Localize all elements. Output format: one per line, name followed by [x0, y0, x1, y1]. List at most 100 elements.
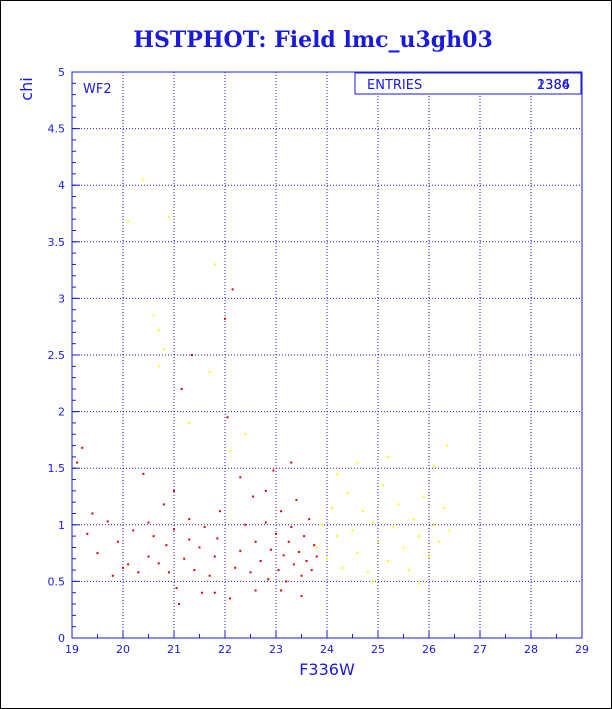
yellow-data-point: [341, 566, 344, 569]
red-data-point: [239, 476, 242, 479]
yellow-data-point: [188, 421, 191, 424]
yellow-data-point: [157, 365, 160, 368]
y-tick-label: 2: [58, 406, 65, 419]
red-data-point: [193, 569, 196, 572]
red-data-point: [267, 578, 270, 581]
x-tick-label: 25: [371, 643, 385, 656]
red-data-point: [183, 557, 186, 560]
x-tick-label: 20: [116, 643, 130, 656]
x-tick-label: 27: [473, 643, 487, 656]
chart-title: HSTPHOT: Field lmc_u3gh03: [133, 27, 493, 53]
red-data-point: [231, 288, 234, 291]
red-data-point: [175, 587, 178, 590]
red-data-point: [147, 521, 150, 524]
yellow-data-point: [428, 555, 430, 558]
red-data-point: [203, 526, 206, 529]
red-data-point: [142, 472, 145, 475]
stats-box-value-2: 1384: [537, 78, 570, 93]
yellow-data-point: [422, 495, 425, 498]
red-data-point: [292, 563, 295, 566]
red-data-point: [224, 317, 226, 320]
red-data-point: [111, 574, 114, 577]
red-data-point: [264, 489, 267, 492]
red-data-point: [295, 498, 298, 501]
red-data-point: [308, 518, 311, 521]
stats-box-value-1: 2386: [537, 78, 570, 93]
yellow-data-point: [387, 560, 390, 563]
y-tick-label: 3: [58, 292, 65, 305]
red-data-point: [244, 523, 247, 526]
y-tick-label: 1: [58, 519, 65, 532]
red-data-point: [162, 503, 165, 506]
yellow-data-point: [167, 215, 170, 218]
yellow-data-point: [326, 557, 328, 560]
yellow-data-point: [157, 329, 160, 332]
red-data-point: [216, 537, 219, 540]
stats-box-border: [354, 72, 582, 95]
red-data-point: [272, 469, 275, 472]
red-data-point: [198, 546, 201, 549]
red-data-point: [157, 562, 160, 565]
yellow-data-point: [412, 518, 415, 521]
red-data-point: [218, 510, 221, 513]
red-data-point: [280, 510, 283, 513]
red-data-point: [254, 540, 257, 543]
red-data-point: [96, 552, 99, 555]
red-data-point: [106, 520, 109, 523]
yellow-data-point: [351, 529, 354, 532]
yellow-data-point: [438, 540, 441, 543]
yellow-data-point: [407, 569, 410, 572]
red-data-point: [239, 549, 242, 552]
red-data-point: [252, 495, 255, 498]
x-axis-ticks: 19 20 21 22 23 24 25 26 27 28 29: [65, 630, 589, 656]
scatter-points: [76, 178, 451, 606]
stats-box-label: ENTRIES: [367, 78, 422, 93]
stats-box: ENTRIES 2386 1384: [354, 72, 582, 95]
yellow-data-point: [397, 503, 400, 506]
red-data-point: [287, 540, 290, 543]
red-data-point: [277, 569, 280, 572]
yellow-data-point: [331, 506, 334, 509]
red-data-point: [300, 595, 303, 598]
red-data-point: [285, 580, 288, 583]
yellow-data-point: [382, 484, 385, 487]
y-tick-label: 0.5: [48, 575, 66, 588]
yellow-data-point: [346, 492, 349, 495]
red-data-point: [132, 529, 135, 532]
yellow-data-point: [336, 535, 339, 538]
yellow-data-point: [361, 510, 364, 513]
x-tick-label: 23: [269, 643, 283, 656]
yellow-data-point: [229, 450, 232, 453]
yellow-data-point: [127, 220, 130, 223]
x-tick-label: 24: [320, 643, 334, 656]
red-data-point: [180, 387, 183, 390]
red-data-point: [213, 591, 216, 594]
red-data-point: [213, 555, 216, 558]
red-data-point: [167, 571, 170, 574]
yellow-data-point: [142, 178, 145, 181]
red-data-point: [173, 489, 175, 492]
red-data-point: [147, 555, 150, 558]
red-data-point: [282, 554, 285, 557]
yellow-data-point: [336, 472, 339, 475]
red-data-point: [259, 560, 262, 563]
x-axis-label: F336W: [299, 660, 355, 679]
yellow-data-point: [448, 529, 451, 532]
red-data-point: [91, 512, 94, 515]
x-tick-label: 29: [575, 643, 589, 656]
red-data-point: [81, 446, 84, 449]
red-data-point: [269, 548, 272, 551]
red-data-point: [127, 563, 130, 566]
yellow-data-point: [213, 263, 216, 266]
red-data-point: [122, 566, 124, 569]
yellow-data-point: [445, 444, 448, 447]
yellow-data-point: [387, 455, 390, 458]
red-data-point: [173, 528, 175, 531]
red-data-point: [137, 571, 140, 574]
red-data-point: [280, 589, 283, 592]
y-tick-label: 5: [58, 66, 65, 79]
red-data-point: [290, 526, 293, 529]
yellow-data-point: [371, 580, 374, 583]
red-data-point: [190, 354, 193, 356]
